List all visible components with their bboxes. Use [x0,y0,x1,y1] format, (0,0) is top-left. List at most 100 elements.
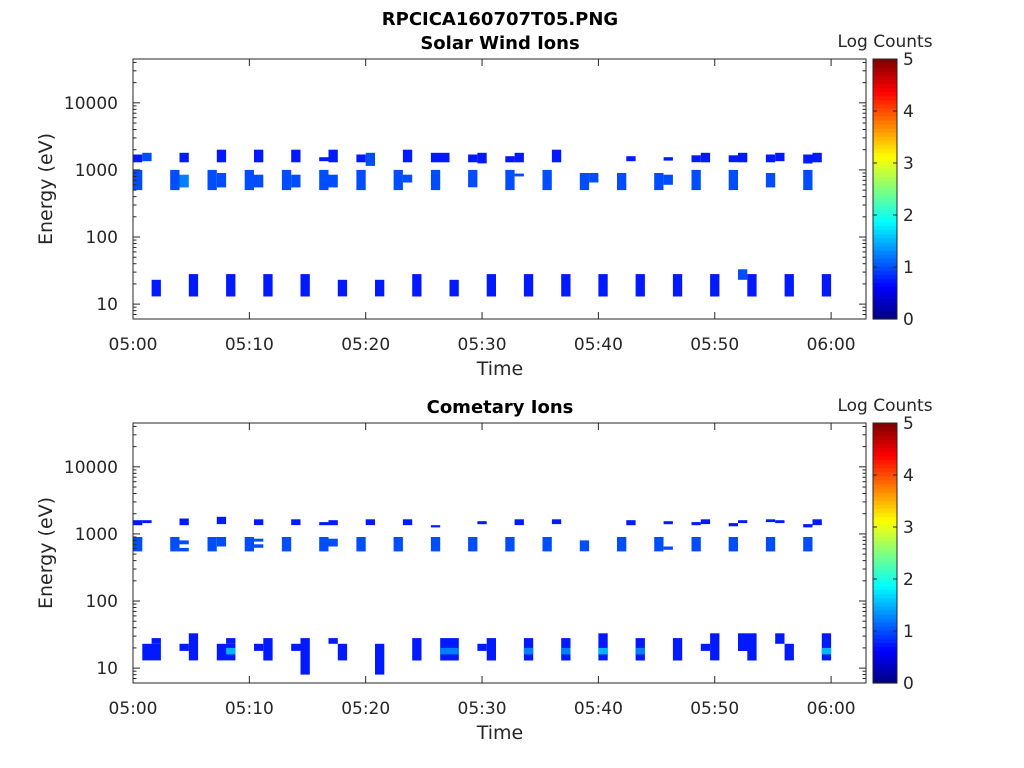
heatmap-cell [179,518,189,526]
heatmap-cell [300,638,310,675]
heatmap-cell [402,149,413,163]
x-tick-label: 06:00 [807,335,856,355]
heatmap-cell [328,520,338,526]
colorbar-tick-label: 3 [903,154,914,174]
heatmap-cell [337,279,348,297]
colorbar-segment [873,650,897,656]
heatmap-cell [803,537,813,552]
panel-title: Solar Wind Ions [420,33,579,54]
heatmap-cell [691,155,701,163]
heatmap-cell [589,173,599,183]
colorbar-segment [873,233,897,239]
heatmap-cell [738,269,748,280]
heatmap-cell [635,647,645,655]
colorbar-segment [873,618,897,623]
x-tick-label: 05:30 [458,699,507,719]
heatmap-cell [505,156,515,163]
heatmap-cell [663,521,673,525]
colorbar-segment [873,119,897,125]
colorbar-segment [873,274,897,279]
colorbar-segment [873,443,897,448]
heatmap-cell [412,638,422,661]
heatmap-cell [691,169,701,191]
colorbar-segment [873,553,897,558]
heatmap-cell [821,633,832,661]
colorbar-segment [873,463,897,469]
colorbar-segment [873,500,897,505]
heatmap-cell [700,643,711,651]
heatmap-cells [133,516,832,675]
colorbar-segment [873,282,897,288]
heatmap-cell [663,546,673,550]
y-tick-label: 100 [86,592,118,612]
heatmap-cell [803,154,813,164]
colorbar-segment [873,508,897,513]
heatmap-cell [775,152,785,162]
heatmap-cell [328,174,338,188]
colorbar-segment [873,115,897,121]
heatmap-cell [319,537,329,552]
colorbar-segment [873,439,897,444]
colorbar-segment [873,136,897,141]
heatmap-cell [226,647,236,655]
heatmap-cell [579,173,590,191]
heatmap-cell [747,274,757,297]
heatmap-cell [626,156,636,162]
heatmap-cells [133,149,832,297]
colorbar-segment [873,601,897,607]
heatmap-cell [672,638,683,661]
heatmap-cell [775,633,785,644]
colorbar-segment [873,577,897,583]
heatmap-cell [728,523,738,527]
heatmap-cell [440,647,459,655]
colorbar-segment [873,99,897,105]
colorbar-segment [873,532,897,538]
colorbar-segment [873,189,897,194]
colorbar-segment [873,258,897,263]
y-tick-label: 10 [96,659,118,679]
colorbar-segment [873,67,897,72]
colorbar-segment [873,674,897,680]
colorbar-segment [873,193,897,198]
heatmap-cell [477,643,487,651]
heatmap-cell [216,537,227,547]
heatmap-cell [319,169,329,191]
colorbar-segment [873,314,897,320]
heatmap-cell [747,651,757,661]
heatmap-cell [430,152,450,163]
heatmap-cell [561,647,571,655]
heatmap-cell [691,522,701,526]
heatmap-cell [291,519,301,526]
colorbar-segment [873,197,897,202]
colorbar-segment [873,504,897,509]
colorbar-segment [873,561,897,566]
colorbar-segment [873,306,897,312]
heatmap-cell [710,274,720,297]
colorbar-segment [873,630,897,635]
heatmap-cell [291,149,301,163]
colorbar-segment [873,71,897,76]
colorbar-segment [873,423,897,428]
heatmap-cell [449,279,459,297]
colorbar-segment [873,670,897,676]
colorbar-segment [873,581,897,587]
heatmap-cell [765,154,776,163]
colorbar-label: Log Counts [837,396,932,416]
colorbar-segment [873,540,897,546]
y-tick-label: 10 [96,295,118,315]
colorbar-segment [873,459,897,465]
heatmap-cell [207,169,217,191]
colorbar-segment [873,520,897,526]
colorbar-tick-label: 5 [903,414,914,434]
y-tick-label: 10000 [64,94,118,114]
heatmap-cell [328,149,338,163]
colorbar-segment [873,548,897,554]
colorbar-tick-label: 3 [903,518,914,538]
colorbar-segment [873,180,897,186]
heatmap-cell [542,169,552,191]
heatmap-cell [598,274,608,297]
heatmap-cell [291,174,301,188]
colorbar-segment [873,662,897,668]
